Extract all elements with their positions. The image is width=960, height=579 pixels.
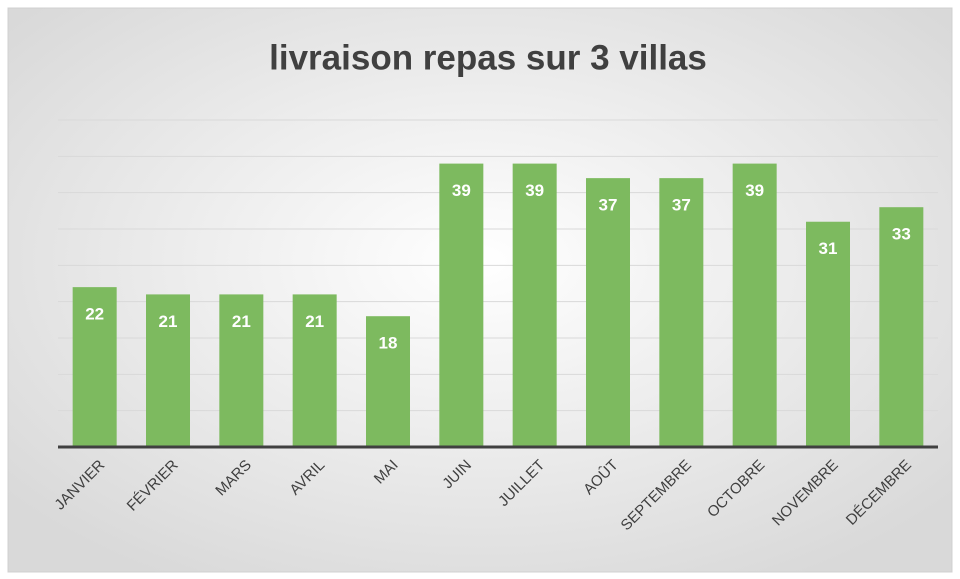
bar <box>732 163 777 447</box>
data-label: 21 <box>305 312 324 331</box>
data-label: 37 <box>672 196 691 215</box>
data-label: 21 <box>159 312 178 331</box>
bar <box>806 221 850 447</box>
chart-title: livraison repas sur 3 villas <box>269 38 707 77</box>
bar <box>219 294 264 447</box>
bar <box>292 294 337 447</box>
bar <box>879 207 924 447</box>
bar <box>72 287 117 447</box>
data-label: 33 <box>892 225 911 244</box>
data-label: 39 <box>745 181 764 200</box>
bar <box>659 178 704 447</box>
bar <box>366 316 410 447</box>
data-label: 39 <box>525 181 544 200</box>
bar <box>439 163 484 447</box>
bar <box>146 294 190 447</box>
data-label: 37 <box>599 196 618 215</box>
bar <box>586 178 630 447</box>
bar <box>512 163 557 447</box>
data-label: 31 <box>819 239 838 258</box>
data-label: 18 <box>379 334 398 353</box>
data-label: 21 <box>232 312 251 331</box>
data-label: 22 <box>85 305 104 324</box>
data-label: 39 <box>452 181 471 200</box>
